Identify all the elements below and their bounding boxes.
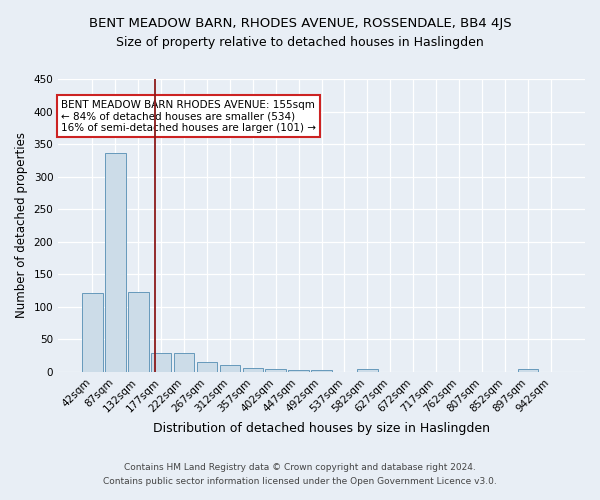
- Bar: [105, 152, 125, 372]
- Text: BENT MEADOW BARN RHODES AVENUE: 155sqm
← 84% of detached houses are smaller (534: BENT MEADOW BARN RHODES AVENUE: 155sqm ←…: [61, 100, 316, 132]
- Bar: [289, 370, 309, 372]
- Bar: [311, 370, 332, 372]
- Bar: [197, 362, 217, 372]
- Y-axis label: Number of detached properties: Number of detached properties: [15, 132, 28, 318]
- X-axis label: Distribution of detached houses by size in Haslingden: Distribution of detached houses by size …: [153, 422, 490, 435]
- Text: Contains public sector information licensed under the Open Government Licence v3: Contains public sector information licen…: [103, 477, 497, 486]
- Bar: [128, 292, 149, 372]
- Bar: [518, 370, 538, 372]
- Bar: [220, 366, 240, 372]
- Text: Size of property relative to detached houses in Haslingden: Size of property relative to detached ho…: [116, 36, 484, 49]
- Bar: [242, 368, 263, 372]
- Text: BENT MEADOW BARN, RHODES AVENUE, ROSSENDALE, BB4 4JS: BENT MEADOW BARN, RHODES AVENUE, ROSSEND…: [89, 18, 511, 30]
- Text: Contains HM Land Registry data © Crown copyright and database right 2024.: Contains HM Land Registry data © Crown c…: [124, 464, 476, 472]
- Bar: [357, 368, 378, 372]
- Bar: [265, 370, 286, 372]
- Bar: [174, 353, 194, 372]
- Bar: [151, 353, 172, 372]
- Bar: [82, 292, 103, 372]
